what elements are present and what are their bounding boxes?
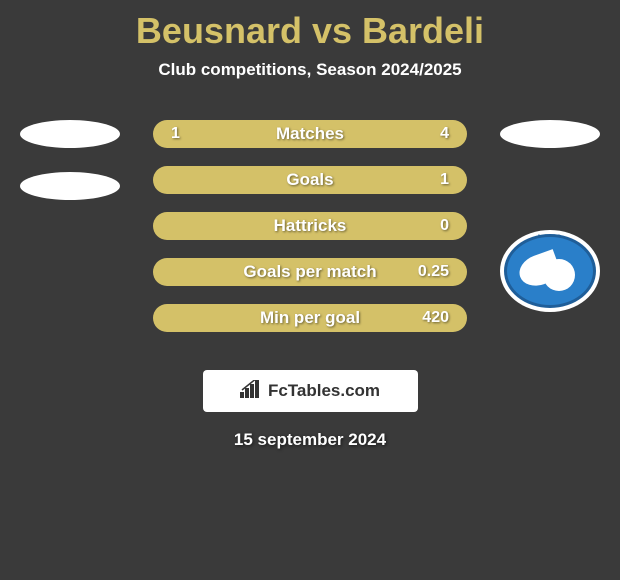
chart-icon — [240, 380, 262, 403]
stat-row-goals-per-match: Goals per match 0.25 — [153, 258, 467, 286]
stat-label: Min per goal — [260, 308, 360, 328]
left-player-col — [15, 120, 125, 224]
stat-row-matches: 1 Matches 4 — [153, 120, 467, 148]
stat-label: Goals — [286, 170, 333, 190]
player1-team-placeholder — [20, 172, 120, 200]
stats-list: 1 Matches 4 Goals 1 Hattricks 0 Goals pe… — [125, 120, 495, 350]
subtitle: Club competitions, Season 2024/2025 — [10, 60, 610, 80]
player2-team-logo: USLD — [500, 230, 600, 312]
logo-ball-shape — [543, 259, 575, 291]
brand-badge[interactable]: FcTables.com — [203, 370, 418, 412]
player2-avatar-placeholder — [500, 120, 600, 148]
stats-content: 1 Matches 4 Goals 1 Hattricks 0 Goals pe… — [10, 120, 610, 350]
stat-right: 0.25 — [418, 263, 449, 281]
stat-label: Goals per match — [243, 262, 376, 282]
stat-row-hattricks: Hattricks 0 — [153, 212, 467, 240]
stat-right: 420 — [419, 309, 449, 327]
page-title: Beusnard vs Bardeli — [10, 10, 610, 52]
stat-right: 1 — [419, 171, 449, 189]
stat-right: 0 — [419, 217, 449, 235]
player1-avatar-placeholder — [20, 120, 120, 148]
team-logo-inner — [504, 234, 596, 308]
stat-right: 4 — [419, 125, 449, 143]
brand-text: FcTables.com — [268, 381, 380, 401]
date-text: 15 september 2024 — [10, 430, 610, 450]
right-player-col: USLD — [495, 120, 605, 312]
stat-row-goals: Goals 1 — [153, 166, 467, 194]
stat-left: 1 — [171, 125, 201, 143]
stat-label: Hattricks — [274, 216, 347, 236]
stat-row-min-per-goal: Min per goal 420 — [153, 304, 467, 332]
stat-label: Matches — [276, 124, 344, 144]
